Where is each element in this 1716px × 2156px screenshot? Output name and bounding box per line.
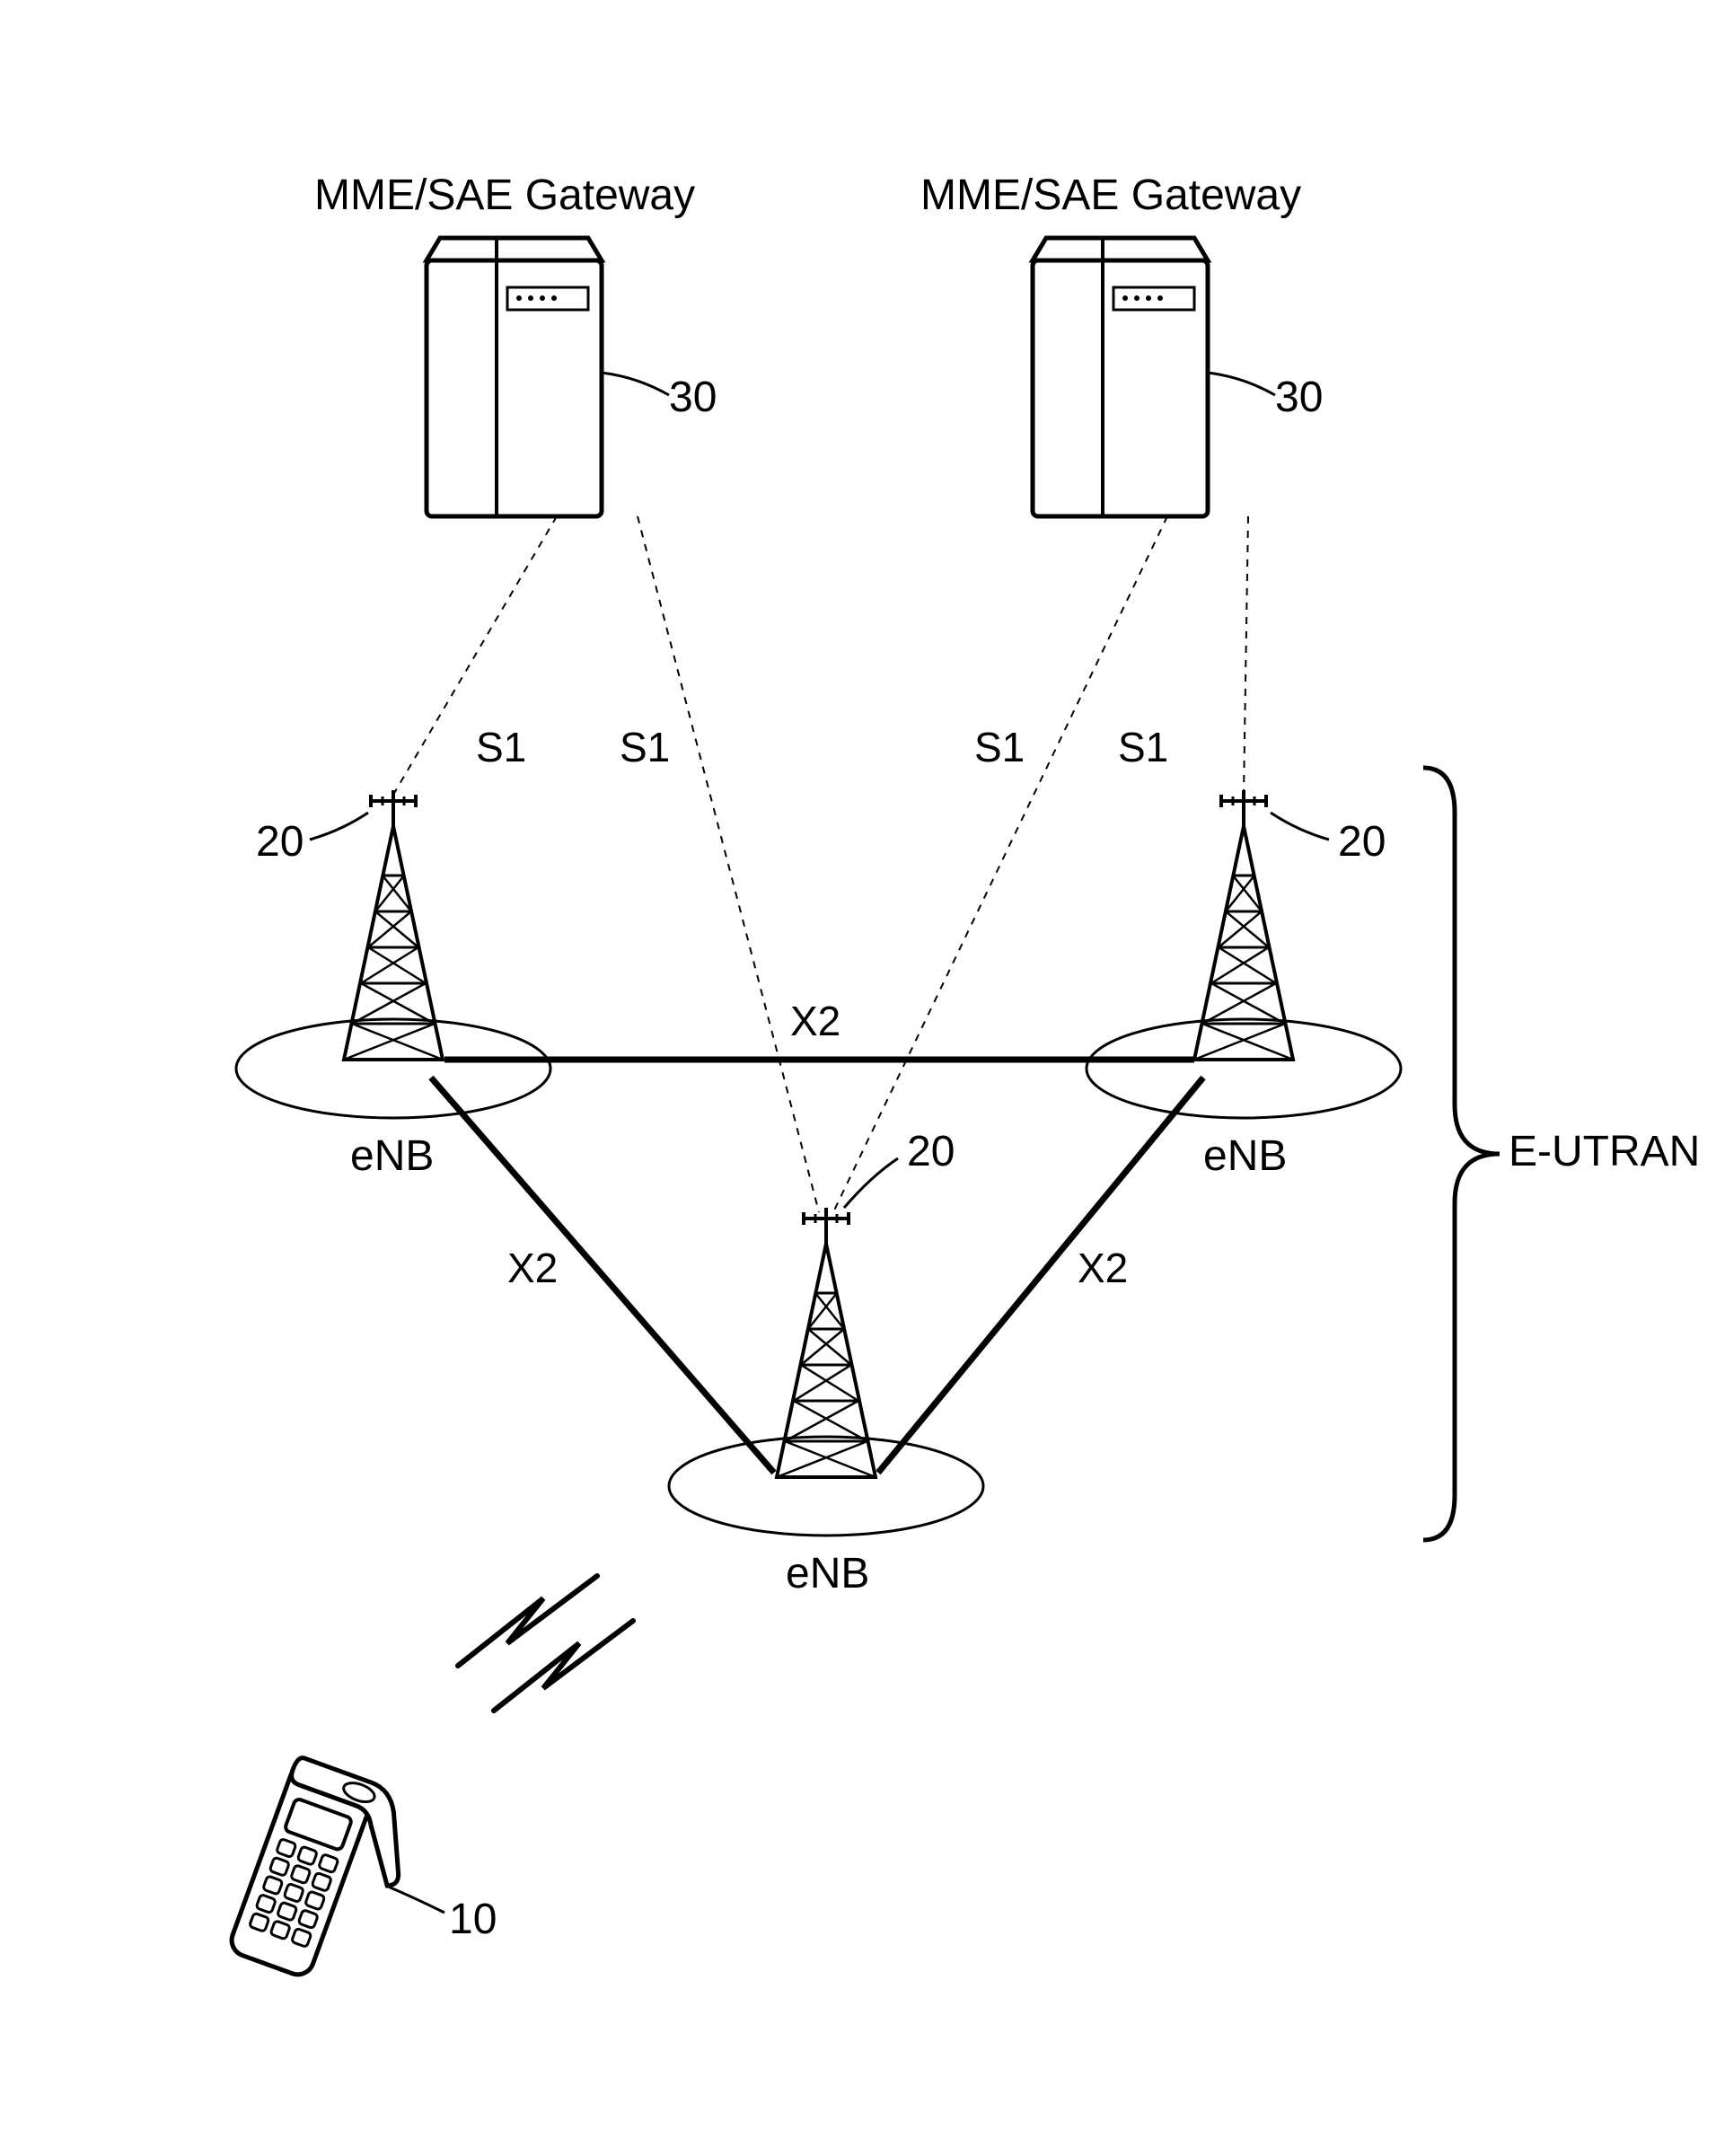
s1-label-3: S1 (974, 723, 1025, 771)
s1-links (393, 516, 1248, 1212)
ue-phone (227, 1756, 426, 1996)
gateway-label-2: MME/SAE Gateway (920, 171, 1301, 220)
gateway-label-1: MME/SAE Gateway (314, 171, 695, 220)
gateway-1 (427, 238, 602, 516)
s1-label-4: S1 (1118, 723, 1168, 771)
enb-label-2: eNB (1203, 1131, 1287, 1181)
enb-label-1: eNB (350, 1131, 434, 1181)
brace-label: E-UTRAN (1509, 1127, 1700, 1176)
enb-ref-1: 20 (256, 817, 304, 867)
s1-label-2: S1 (620, 723, 670, 771)
enb-ref-3: 20 (907, 1127, 955, 1176)
wireless-icon (458, 1576, 633, 1711)
enb-label-3: eNB (786, 1549, 869, 1598)
gateway-ref-1: 30 (669, 373, 717, 422)
enb-ref-2: 20 (1338, 817, 1386, 867)
x2-label-top: X2 (790, 997, 840, 1045)
s1-label-1: S1 (476, 723, 526, 771)
ue-ref: 10 (449, 1895, 497, 1944)
x2-label-right: X2 (1078, 1244, 1128, 1292)
ref-callouts (310, 373, 1329, 1913)
gateway-2 (1033, 238, 1208, 516)
x2-label-left: X2 (507, 1244, 558, 1292)
brace (1423, 768, 1500, 1540)
gateway-ref-2: 30 (1275, 373, 1323, 422)
network-diagram (0, 0, 1716, 2156)
